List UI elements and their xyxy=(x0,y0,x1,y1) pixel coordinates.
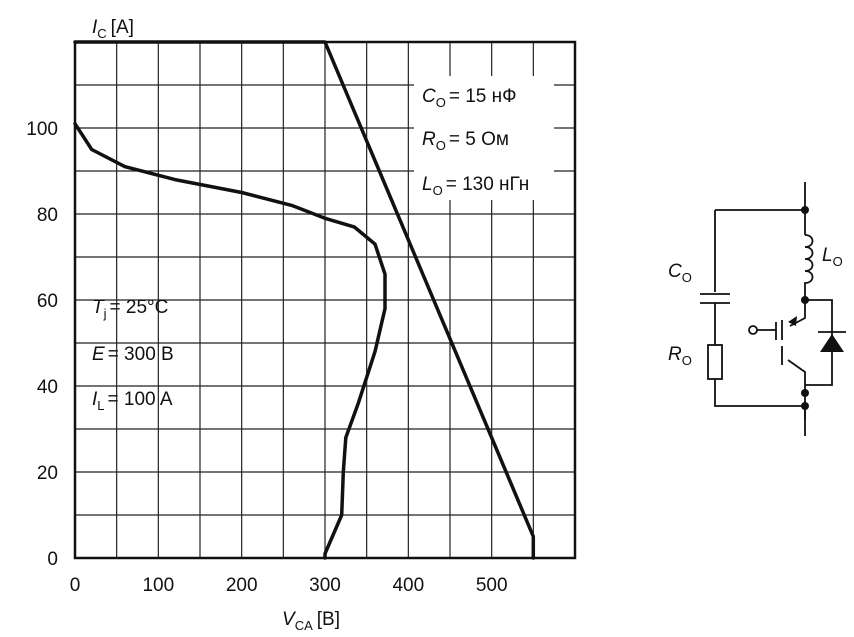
y-tick-labels: 0 20 40 60 80 100 xyxy=(26,119,58,570)
y-tick-label: 60 xyxy=(37,291,58,312)
param-l0: LO = 130 нГн xyxy=(422,174,529,198)
series-line-limit-boundary xyxy=(73,40,536,560)
param-r0: RO = 5 Ом xyxy=(422,129,509,153)
y-tick-label: 40 xyxy=(37,377,58,398)
conditions-annotation: Tj = 25°C E = 300 B IL = 100 A xyxy=(92,297,174,413)
x-tick-labels: 0 100 200 300 400 500 xyxy=(70,575,508,596)
condition-e: E = 300 B xyxy=(92,344,174,365)
snubber-circuit: CO RO LO xyxy=(668,182,846,436)
params-backdrop xyxy=(414,76,554,200)
y-axis-label: IC [A] xyxy=(92,17,134,41)
x-tick-label: 100 xyxy=(142,575,174,596)
x-tick-label: 400 xyxy=(392,575,424,596)
capacitor-label: CO xyxy=(668,261,692,285)
y-tick-label: 80 xyxy=(37,205,58,226)
resistor-label: RO xyxy=(668,344,692,368)
x-tick-label: 300 xyxy=(309,575,341,596)
y-tick-label: 0 xyxy=(47,549,58,570)
plot-series xyxy=(73,40,536,560)
inductor-label: LO xyxy=(822,245,843,269)
resistor-body xyxy=(707,344,723,380)
x-tick-label: 200 xyxy=(226,575,258,596)
node-mid xyxy=(801,296,809,304)
node-bottom xyxy=(801,402,809,410)
gate-terminal xyxy=(748,325,758,335)
y-tick-label: 100 xyxy=(26,119,58,140)
igbt-arrow xyxy=(788,316,797,326)
param-c0: CO = 15 нФ xyxy=(422,86,517,110)
inductor-coil xyxy=(804,234,814,300)
x-axis-label: VCA [B] xyxy=(282,609,340,633)
x-tick-label: 0 xyxy=(70,575,81,596)
bottom-wire xyxy=(714,379,805,407)
snubber-params-annotation: CO = 15 нФ RO = 5 Ом LO = 130 нГн xyxy=(414,76,554,200)
y-tick-label: 20 xyxy=(37,463,58,484)
condition-il: IL = 100 A xyxy=(92,389,173,413)
x-tick-label: 500 xyxy=(476,575,508,596)
condition-tj: Tj = 25°C xyxy=(92,297,168,321)
freewheel-diode xyxy=(820,334,844,352)
node-emitter xyxy=(801,389,809,397)
node-top xyxy=(801,206,809,214)
series-line-switching-trajectory xyxy=(73,121,387,560)
